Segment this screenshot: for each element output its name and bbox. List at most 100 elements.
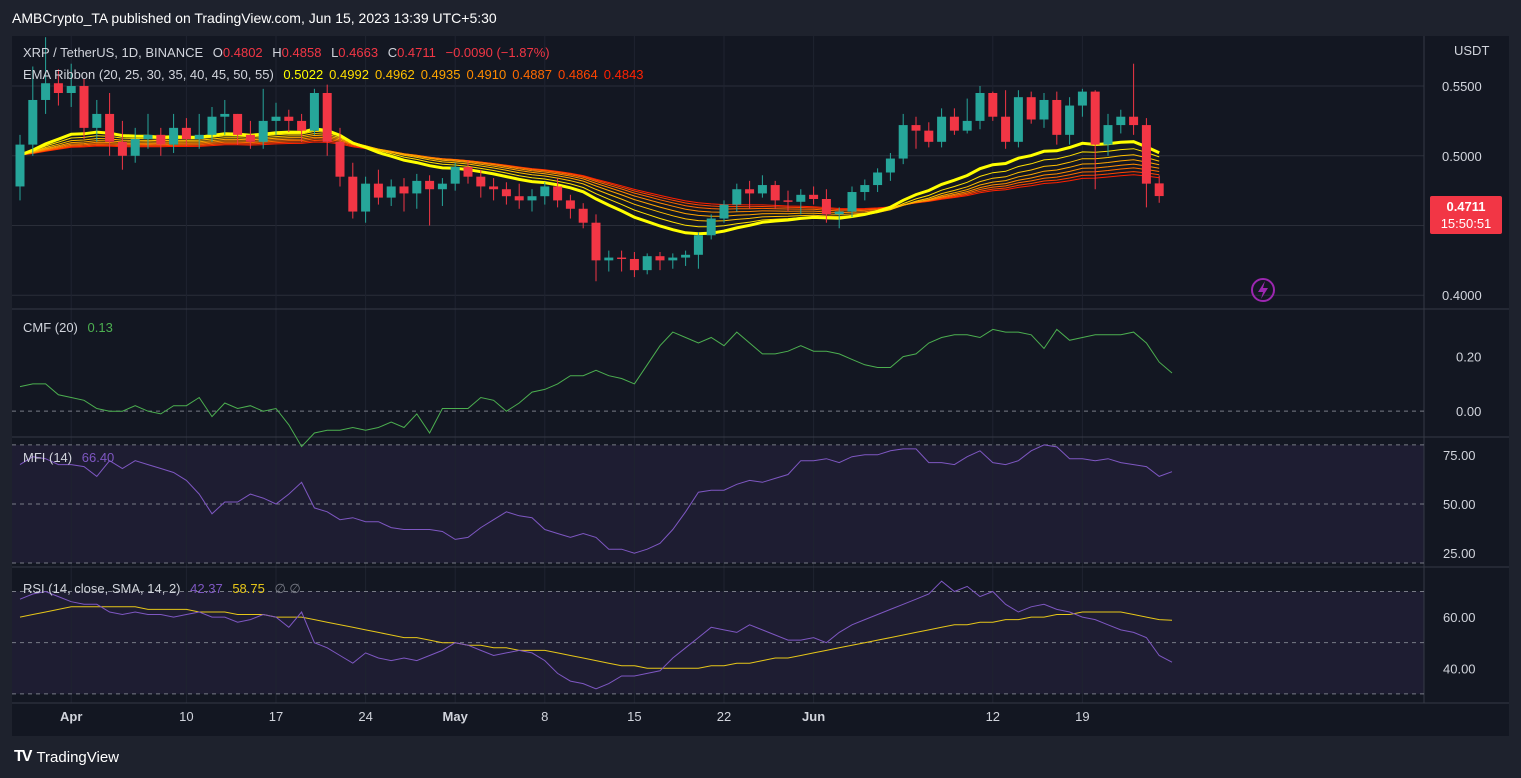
candle-body bbox=[361, 183, 371, 212]
candle-body bbox=[847, 192, 857, 212]
currency-label: USDT bbox=[1454, 43, 1489, 58]
ema-legend: EMA Ribbon (20, 25, 30, 35, 40, 45, 50, … bbox=[23, 67, 656, 82]
candle-body bbox=[809, 194, 819, 199]
ema-50-line bbox=[19, 139, 1160, 211]
candle-body bbox=[194, 134, 204, 140]
ema-20-line bbox=[19, 127, 1160, 236]
candle-body bbox=[425, 180, 435, 190]
cmf-label[interactable]: CMF (20) bbox=[23, 320, 78, 335]
candle-body bbox=[297, 120, 307, 131]
price-axis-label: 0.5000 bbox=[1442, 149, 1482, 164]
chart-area[interactable]: USDT0.55000.50000.45000.40000.200.0075.0… bbox=[12, 36, 1509, 736]
mfi-axis-label: 25.00 bbox=[1443, 546, 1476, 561]
mfi-axis-label: 75.00 bbox=[1443, 448, 1476, 463]
mfi-value: 66.40 bbox=[81, 450, 115, 465]
ema-value-0: 0.5022 bbox=[283, 67, 324, 82]
mfi-line bbox=[19, 444, 1173, 554]
candle-body bbox=[860, 185, 870, 193]
candle-body bbox=[1065, 105, 1075, 135]
candle-body bbox=[553, 186, 563, 201]
candle-body bbox=[527, 196, 537, 201]
lightning-icon-ring bbox=[1251, 278, 1275, 302]
open-value: 0.4802 bbox=[222, 45, 263, 60]
rsi-label[interactable]: RSI (14, close, SMA, 14, 2) bbox=[23, 581, 181, 596]
candle-body bbox=[591, 222, 601, 261]
candle-body bbox=[604, 257, 614, 261]
candle-body bbox=[501, 189, 511, 197]
candle-body bbox=[770, 185, 780, 201]
low-value: 0.4663 bbox=[338, 45, 379, 60]
ema-value-6: 0.4864 bbox=[558, 67, 598, 82]
last-price: 0.4711 bbox=[1446, 199, 1486, 214]
price-axis-label: 0.5500 bbox=[1442, 79, 1482, 94]
candle-body bbox=[437, 183, 447, 190]
candle-body bbox=[706, 218, 716, 236]
candle-body bbox=[693, 235, 703, 255]
candle-body bbox=[540, 186, 550, 197]
high-value: 0.4858 bbox=[281, 45, 322, 60]
candle-body bbox=[911, 125, 921, 131]
close-label: C bbox=[387, 45, 398, 60]
symbol-label[interactable]: XRP / TetherUS, 1D, BINANCE bbox=[23, 45, 204, 60]
ema-values: 0.5022 0.4992 0.4962 0.4935 0.4910 0.4887 0.48… bbox=[283, 67, 649, 82]
candle-body bbox=[412, 180, 422, 194]
lightning-icon-bolt bbox=[1258, 281, 1268, 299]
candle-body bbox=[1001, 116, 1011, 142]
candle-body bbox=[1103, 125, 1113, 145]
time-axis-label: 19 bbox=[1075, 709, 1089, 724]
lightning-icon bbox=[1251, 278, 1275, 302]
cmf-value: 0.13 bbox=[87, 320, 113, 335]
candle-body bbox=[309, 93, 319, 131]
main-legend: XRP / TetherUS, 1D, BINANCE O0.4802 H0.4… bbox=[23, 45, 556, 60]
rsi-axis-label: 40.00 bbox=[1443, 661, 1476, 676]
ema-40-line bbox=[19, 136, 1160, 214]
ema-value-2: 0.4962 bbox=[374, 67, 415, 82]
ema-value-5: 0.4887 bbox=[512, 67, 552, 82]
candle-body bbox=[937, 116, 947, 142]
candle-body bbox=[1039, 99, 1049, 120]
last-price-tag: 0.4711 15:50:51 bbox=[1430, 196, 1502, 234]
mfi-label[interactable]: MFI (14) bbox=[23, 450, 73, 465]
low-label: L bbox=[331, 45, 339, 60]
candle-body bbox=[1026, 97, 1036, 120]
time-axis-label: 12 bbox=[986, 709, 1000, 724]
time-axis-label: 22 bbox=[717, 709, 731, 724]
candle-body bbox=[348, 176, 358, 212]
candle-body bbox=[66, 86, 76, 93]
close-value: 0.4711 bbox=[397, 45, 436, 60]
candle-body bbox=[476, 176, 486, 187]
countdown: 15:50:51 bbox=[1440, 216, 1492, 231]
cmf-axis-label: 0.00 bbox=[1456, 404, 1481, 419]
candle-body bbox=[284, 116, 294, 121]
ema-30-line bbox=[19, 132, 1160, 222]
ema-label[interactable]: EMA Ribbon (20, 25, 30, 35, 40, 45, 50, … bbox=[23, 67, 274, 82]
rsi-line bbox=[19, 580, 1173, 690]
price-axis-label: 0.4000 bbox=[1442, 288, 1482, 303]
candle-body bbox=[1090, 91, 1100, 145]
ema-value-3: 0.4935 bbox=[420, 67, 461, 82]
candle-body bbox=[15, 144, 25, 187]
rsi-ma-value: 58.75 bbox=[232, 581, 265, 596]
cmf-axis-label: 0.20 bbox=[1456, 350, 1481, 365]
time-axis-label: 15 bbox=[627, 709, 641, 724]
candle-body bbox=[181, 127, 191, 140]
candle-body bbox=[105, 113, 115, 142]
candle-body bbox=[28, 99, 38, 145]
candle-body bbox=[399, 186, 409, 194]
cmf-legend: CMF (20) 0.13 bbox=[23, 320, 119, 335]
chart-svg[interactable]: USDT0.55000.50000.45000.40000.200.0075.0… bbox=[12, 36, 1509, 736]
candle-body bbox=[373, 183, 383, 198]
candle-body bbox=[1154, 183, 1164, 197]
brand-name: TradingView bbox=[36, 748, 119, 766]
candle-body bbox=[629, 258, 639, 271]
candle-body bbox=[796, 194, 806, 202]
mfi-axis-label: 50.00 bbox=[1443, 497, 1476, 512]
candle-body bbox=[53, 83, 63, 93]
publish-text: AMBCrypto_TA published on TradingView.co… bbox=[12, 10, 497, 26]
candle-body bbox=[1052, 99, 1062, 135]
tradingview-brand[interactable]: TV TradingView bbox=[14, 746, 119, 768]
ema-25-line bbox=[19, 130, 1160, 228]
candle-body bbox=[386, 186, 396, 198]
ema-55-line bbox=[19, 141, 1160, 210]
open-label: O bbox=[212, 45, 223, 60]
